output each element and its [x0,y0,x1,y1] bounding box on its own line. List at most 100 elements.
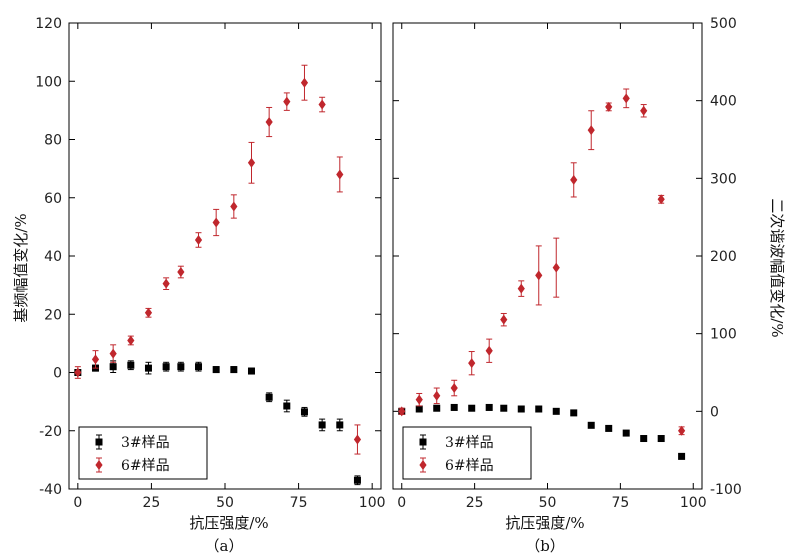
data-point-square [587,421,595,429]
data-point-square [336,421,344,429]
data-point-square [657,435,665,443]
legend-label: 6#样品 [121,458,170,474]
x-tick-label: 75 [611,495,629,511]
data-point-diamond [450,383,458,394]
data-point-diamond [570,174,578,185]
data-point-diamond [640,105,648,116]
y-axis-label-b: 二次谐波幅值变化/% [768,198,786,337]
data-point-diamond [677,425,686,436]
data-point-square [162,363,170,371]
y-tick-label: 20 [44,307,62,323]
data-point-diamond [415,394,423,405]
data-point-square [605,424,613,432]
data-point-square [570,409,578,417]
data-point-square [450,403,458,411]
data-point-diamond [517,283,525,294]
y-tick-label: -20 [39,424,62,440]
data-point-diamond [212,217,220,228]
data-point-square [283,402,291,410]
data-point-diamond [283,96,291,107]
legend-box [78,426,208,480]
legend-label: 3#样品 [121,435,170,451]
legend-marker-square [95,438,103,446]
x-axis-label-b: 抗压强度/% [505,514,584,532]
data-point-square [265,393,273,401]
data-point-diamond [247,157,256,168]
y-tick-label: 0 [710,404,719,420]
plot-frame [68,22,382,490]
x-tick-label: 50 [216,495,234,511]
data-point-diamond [622,93,630,104]
data-point-square [144,364,152,372]
data-point-square [535,405,543,413]
legend-label: 3#样品 [445,435,494,451]
data-point-diamond [265,117,273,128]
data-point-square [230,366,238,374]
y-tick-label: 400 [710,94,737,110]
data-point-diamond [336,169,344,180]
data-point-diamond [468,358,476,369]
data-point-square [678,452,686,460]
x-tick-label: 25 [143,495,161,511]
y-axis-label-a: 基频幅值变化/% [12,213,30,322]
data-point-diamond [398,406,406,417]
legend-marker-diamond [95,460,103,470]
data-point-diamond [194,234,203,245]
legend-label: 6#样品 [445,458,494,474]
x-tick-label: 0 [73,495,82,511]
y-tick-label: 200 [710,249,737,265]
data-point-square [622,429,630,437]
data-point-diamond [485,345,493,356]
data-point-square [212,366,220,374]
data-point-diamond [177,267,185,278]
y-tick-label: 500 [710,16,737,32]
data-point-square [109,363,117,371]
data-point-diamond [144,307,153,318]
data-point-diamond [605,101,613,112]
y-tick-label: -40 [39,482,62,498]
legend-box [402,426,532,480]
y-tick-label: 120 [35,16,62,32]
x-axis-label-a: 抗压强度/% [189,514,268,532]
data-point-diamond [587,125,595,136]
data-point-square [353,476,361,484]
data-point-diamond [127,335,135,346]
data-point-square [500,404,508,412]
x-tick-label: 0 [397,495,406,511]
data-point-square [300,408,308,416]
data-point-diamond [535,270,543,281]
data-point-diamond [162,278,170,289]
x-tick-label: 100 [359,495,386,511]
data-point-diamond [230,201,238,212]
y-tick-label: -100 [710,482,742,498]
data-point-square [415,405,423,413]
data-point-square [517,405,525,413]
data-point-diamond [74,367,82,378]
data-point-diamond [91,354,100,365]
data-point-square [247,367,255,375]
data-point-square [195,363,203,371]
y-tick-label: 60 [44,191,62,207]
data-point-square [127,361,135,369]
data-point-square [485,403,493,411]
x-tick-label: 25 [466,495,484,511]
data-point-diamond [433,390,441,401]
data-point-diamond [318,99,326,110]
plot-frame [392,22,703,490]
data-point-diamond [500,314,508,325]
data-point-square [640,435,648,443]
data-point-square [468,404,476,412]
data-point-square [433,404,441,412]
legend-marker-diamond [419,460,427,470]
data-point-square [552,407,560,415]
data-point-diamond [109,348,117,359]
chart-panel-a: 0 25 50 75 100 -40 -20 0 20 40 60 80 100 120 3#样品 6#样品 [35,16,385,511]
panel-label-a: （a） [205,537,244,555]
data-point-square [177,363,185,371]
data-point-diamond [300,77,309,88]
y-tick-label: 40 [44,249,62,265]
y-tick-label: 100 [35,74,62,90]
x-tick-label: 50 [539,495,557,511]
x-tick-label: 75 [290,495,308,511]
